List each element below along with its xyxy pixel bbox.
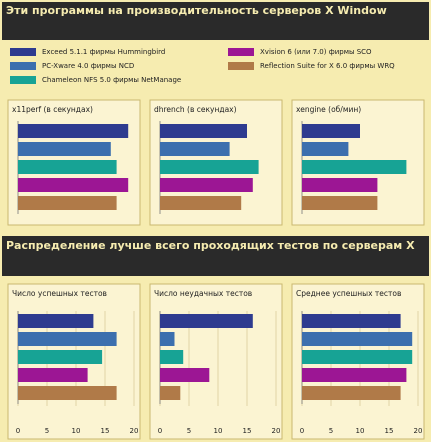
bar [18, 124, 129, 138]
bar [302, 196, 378, 210]
bar [18, 314, 94, 328]
x-tick-label: 10 [356, 427, 365, 435]
x-tick-label: 0 [300, 427, 304, 435]
bar [302, 332, 413, 346]
bar [18, 142, 111, 156]
bar [160, 368, 210, 382]
bar [18, 350, 103, 364]
bar [18, 196, 117, 210]
panel-title: Число неудачных тестов [154, 289, 252, 298]
title-band [2, 2, 429, 40]
bar [160, 350, 184, 364]
x-tick-label: 15 [243, 427, 252, 435]
legend-swatch [228, 62, 254, 70]
bar [18, 332, 117, 346]
bar [18, 386, 117, 400]
bar [302, 368, 407, 382]
bar [302, 350, 413, 364]
bar [160, 124, 247, 138]
x-tick-label: 10 [72, 427, 81, 435]
bar [18, 368, 88, 382]
bar [302, 142, 349, 156]
x-tick-label: 0 [158, 427, 162, 435]
legend-label: Xvision 6 (или 7.0) фирмы SCO [260, 48, 372, 56]
panel-title: Среднее успешных тестов [296, 289, 401, 298]
title-box: Распределение лучше всего проходящих тес… [6, 239, 415, 252]
legend-swatch [10, 76, 36, 84]
legend-swatch [10, 62, 36, 70]
bar [160, 332, 175, 346]
panel-title: Число успешных тестов [12, 289, 107, 298]
chart-title: Эти программы на производительность серв… [6, 4, 387, 17]
x-tick-label: 15 [101, 427, 110, 435]
bar [302, 314, 401, 328]
panel-title: dhrench (в секундах) [154, 105, 237, 114]
x-tick-label: 0 [16, 427, 20, 435]
bar [18, 178, 129, 192]
title-box: Эти программы на производительность серв… [6, 4, 387, 17]
bar [302, 160, 407, 174]
x-tick-label: 5 [45, 427, 49, 435]
x-tick-label: 5 [187, 427, 191, 435]
legend-swatch [228, 48, 254, 56]
x-tick-label: 5 [329, 427, 333, 435]
title-band [2, 236, 429, 276]
bar [160, 178, 253, 192]
x-tick-label: 20 [272, 427, 281, 435]
panel-title: x11perf (в секундах) [12, 105, 93, 114]
bar [302, 386, 401, 400]
legend-swatch [10, 48, 36, 56]
bar [18, 160, 117, 174]
bar [302, 178, 378, 192]
x-tick-label: 15 [385, 427, 394, 435]
section-title: Распределение лучше всего проходящих тес… [6, 239, 415, 252]
bar [160, 314, 253, 328]
legend-label: PC-Xware 4.0 фирмы NCD [42, 62, 134, 70]
panel-title: xengine (об/мин) [296, 105, 361, 114]
legend-label: Chameleon NFS 5.0 фирмы NetManage [42, 76, 181, 84]
legend-label: Reflection Suite for X 6.0 фирмы WRQ [260, 62, 395, 70]
legend-label: Exceed 5.1.1 фирмы Hummingbird [42, 48, 165, 56]
bar [160, 160, 259, 174]
x-tick-label: 10 [214, 427, 223, 435]
bar [160, 142, 230, 156]
bar [160, 386, 181, 400]
x-tick-label: 20 [414, 427, 423, 435]
panel [149, 283, 283, 440]
bar [160, 196, 242, 210]
bar [302, 124, 360, 138]
x-tick-label: 20 [130, 427, 139, 435]
